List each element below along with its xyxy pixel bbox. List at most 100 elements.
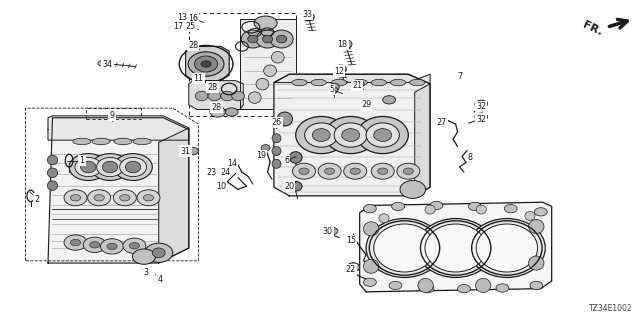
Text: 4: 4 [157,275,163,284]
Ellipse shape [364,222,379,236]
Ellipse shape [64,235,87,250]
Ellipse shape [98,60,109,66]
Text: 7: 7 [457,72,462,81]
Text: 21: 21 [352,81,362,90]
Ellipse shape [70,239,81,246]
Ellipse shape [390,79,406,86]
Ellipse shape [69,154,108,180]
Ellipse shape [325,227,338,235]
Ellipse shape [525,212,535,220]
Ellipse shape [70,195,81,201]
Ellipse shape [92,138,110,145]
Text: 16: 16 [188,14,198,23]
Ellipse shape [468,219,545,277]
Ellipse shape [403,168,413,174]
Text: 32: 32 [476,115,486,124]
Ellipse shape [477,105,485,110]
Ellipse shape [299,168,309,174]
Ellipse shape [475,100,488,108]
Text: 27: 27 [436,118,447,127]
Bar [86,108,141,119]
Ellipse shape [305,123,338,147]
Ellipse shape [335,67,346,73]
Ellipse shape [201,61,211,67]
Ellipse shape [232,91,244,101]
Ellipse shape [133,138,151,145]
Ellipse shape [312,129,330,141]
Ellipse shape [272,159,281,168]
Text: 24: 24 [220,168,230,177]
Ellipse shape [248,92,261,103]
Ellipse shape [296,116,347,154]
Ellipse shape [355,81,364,87]
Ellipse shape [123,238,146,253]
Ellipse shape [389,281,402,290]
Ellipse shape [332,79,347,86]
Text: 5: 5 [329,85,334,94]
Bar [189,13,296,116]
Text: 30: 30 [323,227,333,236]
Ellipse shape [276,35,287,43]
Ellipse shape [81,161,96,173]
Polygon shape [159,128,189,263]
Ellipse shape [292,163,316,179]
Ellipse shape [476,224,538,272]
Ellipse shape [271,52,284,63]
Polygon shape [274,74,430,84]
Text: 6: 6 [284,156,289,165]
Ellipse shape [256,30,279,48]
Ellipse shape [352,79,367,86]
Polygon shape [48,118,189,263]
Ellipse shape [534,208,547,216]
Text: 29: 29 [361,100,371,109]
Ellipse shape [529,256,544,270]
Ellipse shape [241,30,264,48]
Polygon shape [48,116,189,140]
Ellipse shape [425,205,435,214]
Ellipse shape [397,163,420,179]
Ellipse shape [529,220,544,234]
Ellipse shape [248,35,258,43]
Text: 18: 18 [337,40,348,49]
Text: 33: 33 [302,10,312,19]
Ellipse shape [145,243,173,262]
Ellipse shape [90,242,100,248]
Ellipse shape [221,91,234,101]
Ellipse shape [261,145,270,151]
Ellipse shape [371,163,394,179]
Ellipse shape [125,161,141,173]
Ellipse shape [289,152,302,163]
Ellipse shape [225,108,238,116]
Ellipse shape [113,190,136,206]
Ellipse shape [475,113,488,121]
Text: 17: 17 [173,22,183,31]
Ellipse shape [256,78,269,90]
Ellipse shape [91,154,129,180]
Text: 12: 12 [334,67,344,76]
Text: 32: 32 [476,102,486,111]
Ellipse shape [152,248,165,258]
Ellipse shape [292,79,307,86]
Ellipse shape [264,65,276,76]
Ellipse shape [530,281,543,290]
Ellipse shape [379,214,389,223]
Ellipse shape [504,204,517,213]
Ellipse shape [97,157,124,177]
Ellipse shape [496,284,509,292]
Ellipse shape [364,278,376,286]
Ellipse shape [270,30,293,48]
Ellipse shape [208,91,221,101]
Ellipse shape [277,112,292,126]
Ellipse shape [374,224,435,272]
Ellipse shape [75,157,102,177]
Ellipse shape [425,224,486,272]
Ellipse shape [73,138,91,145]
Text: 3: 3 [143,268,148,277]
Ellipse shape [400,180,426,198]
Ellipse shape [311,79,326,86]
Text: 22: 22 [346,265,356,274]
Ellipse shape [339,40,352,49]
Ellipse shape [107,243,117,250]
Text: 31: 31 [180,147,191,156]
Ellipse shape [347,263,360,272]
